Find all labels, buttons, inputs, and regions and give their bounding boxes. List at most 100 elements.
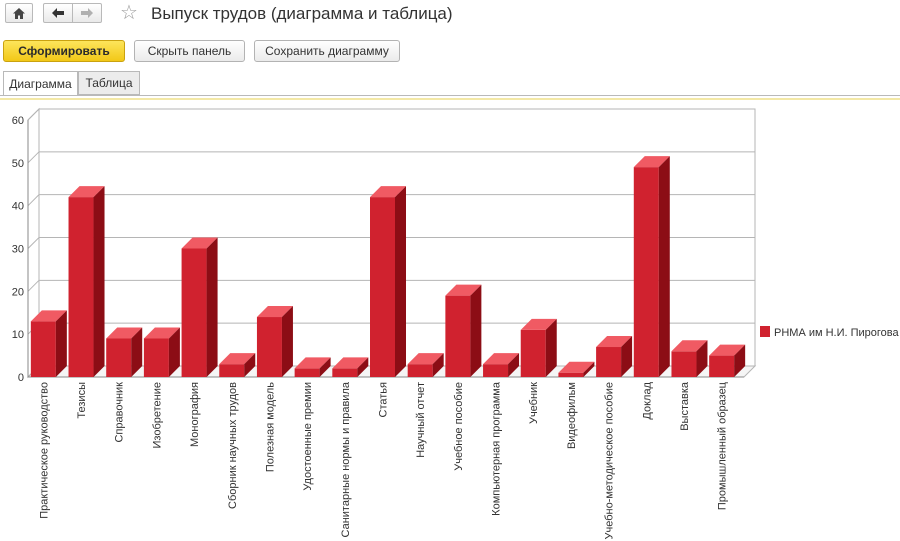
bar xyxy=(596,347,622,377)
bar-top xyxy=(181,237,218,249)
tab-panel-border xyxy=(0,95,900,96)
bar-side xyxy=(508,353,520,377)
gridline xyxy=(27,194,755,207)
forward-arrow-icon xyxy=(81,8,93,18)
bar-top xyxy=(294,357,331,369)
gridline xyxy=(27,108,755,121)
bar-top xyxy=(30,310,67,322)
y-tick-label: 50 xyxy=(12,158,24,170)
bar-side xyxy=(206,237,218,377)
home-button[interactable] xyxy=(5,3,33,23)
bar-side xyxy=(244,353,256,377)
bar xyxy=(143,338,169,377)
bar xyxy=(633,167,659,377)
generate-button[interactable]: Сформировать xyxy=(3,40,125,62)
bar xyxy=(332,368,358,377)
bar xyxy=(671,351,697,377)
bar-side xyxy=(545,318,557,377)
tab-chart[interactable]: Диаграмма xyxy=(3,71,78,96)
x-tick-label: Санитарные нормы и правила xyxy=(340,381,352,537)
x-tick-label: Выставка xyxy=(679,381,691,431)
bar xyxy=(294,368,320,377)
bar-side xyxy=(168,327,180,377)
bar xyxy=(256,317,282,377)
bar-top xyxy=(332,357,369,369)
bar xyxy=(445,295,471,377)
y-tick-label: 30 xyxy=(12,244,24,256)
bar-side xyxy=(432,353,444,377)
bar-top xyxy=(106,327,143,339)
x-tick-label: Практическое руководство xyxy=(38,382,50,519)
title-bar: ☆ Выпуск трудов (диаграмма и таблица) xyxy=(0,0,900,30)
bar xyxy=(483,364,509,377)
x-tick-label: Учебное пособие xyxy=(453,382,465,471)
y-tick-label: 60 xyxy=(12,115,24,127)
y-tick-label: 40 xyxy=(12,201,24,213)
bar-side xyxy=(696,340,708,377)
bar-side xyxy=(55,310,67,377)
bar-top xyxy=(671,340,708,352)
star-icon[interactable]: ☆ xyxy=(120,2,138,24)
gridline xyxy=(27,151,755,164)
back-arrow-icon xyxy=(52,8,64,18)
x-tick-label: Промышленный образец xyxy=(717,381,729,510)
bar xyxy=(370,197,395,377)
x-tick-label: Доклад xyxy=(641,381,653,419)
save-chart-button[interactable]: Сохранить диаграмму xyxy=(254,40,400,62)
bar-side xyxy=(131,327,143,377)
bar-top xyxy=(558,361,595,373)
bar-side xyxy=(658,156,670,377)
bar-side xyxy=(281,306,293,377)
bar-side xyxy=(357,357,369,377)
bar-top xyxy=(633,156,670,168)
x-tick-label: Учебник xyxy=(528,382,540,424)
bar-side xyxy=(583,361,595,377)
x-tick-label: Видеофильм xyxy=(566,382,578,449)
bar xyxy=(106,338,132,377)
y-tick-label: 0 xyxy=(18,372,24,384)
bar-top xyxy=(219,353,256,365)
bar-top xyxy=(596,336,633,348)
hide-panel-button[interactable]: Скрыть панель xyxy=(134,40,245,62)
y-tick-label: 20 xyxy=(12,286,24,298)
x-tick-label: Статья xyxy=(378,382,390,418)
x-tick-label: Сборник научных трудов xyxy=(227,382,239,509)
bar xyxy=(520,329,546,377)
bar-top xyxy=(483,353,520,365)
gridline xyxy=(27,279,755,292)
home-icon xyxy=(13,7,25,19)
x-tick-label: Полезная модель xyxy=(264,382,276,472)
bar xyxy=(558,372,584,377)
bar-top xyxy=(445,284,482,296)
bar-side xyxy=(93,186,105,377)
bar xyxy=(30,321,56,377)
x-tick-label: Учебно-методическое пособие xyxy=(604,382,616,540)
bar-top xyxy=(709,344,746,356)
bar-top xyxy=(256,306,293,318)
legend-label: РНМА им Н.И. Пирогова xyxy=(774,327,900,339)
x-tick-label: Справочник xyxy=(114,382,126,443)
bar-top xyxy=(370,186,406,198)
legend-swatch xyxy=(760,326,770,337)
bar-side xyxy=(319,357,331,377)
bar xyxy=(181,248,207,377)
bar-top xyxy=(143,327,180,339)
bar-side xyxy=(470,284,482,377)
bar xyxy=(219,364,245,377)
x-tick-label: Тезисы xyxy=(76,382,88,419)
y-tick-label: 10 xyxy=(12,329,24,341)
forward-button[interactable] xyxy=(72,3,102,23)
back-button[interactable] xyxy=(43,3,73,23)
x-tick-label: Удостоенные премии xyxy=(302,382,314,491)
gridline xyxy=(27,237,755,249)
panel-accent-line xyxy=(0,98,900,100)
tab-table[interactable]: Таблица xyxy=(78,71,140,95)
x-tick-label: Изобретение xyxy=(151,382,163,448)
page-title: Выпуск трудов (диаграмма и таблица) xyxy=(151,4,453,23)
bar-top xyxy=(68,186,105,198)
bar-side xyxy=(621,336,633,377)
bar xyxy=(709,355,735,377)
bar xyxy=(407,364,433,377)
tab-bar: Диаграмма Таблица xyxy=(0,71,900,96)
bar-side xyxy=(734,344,746,377)
